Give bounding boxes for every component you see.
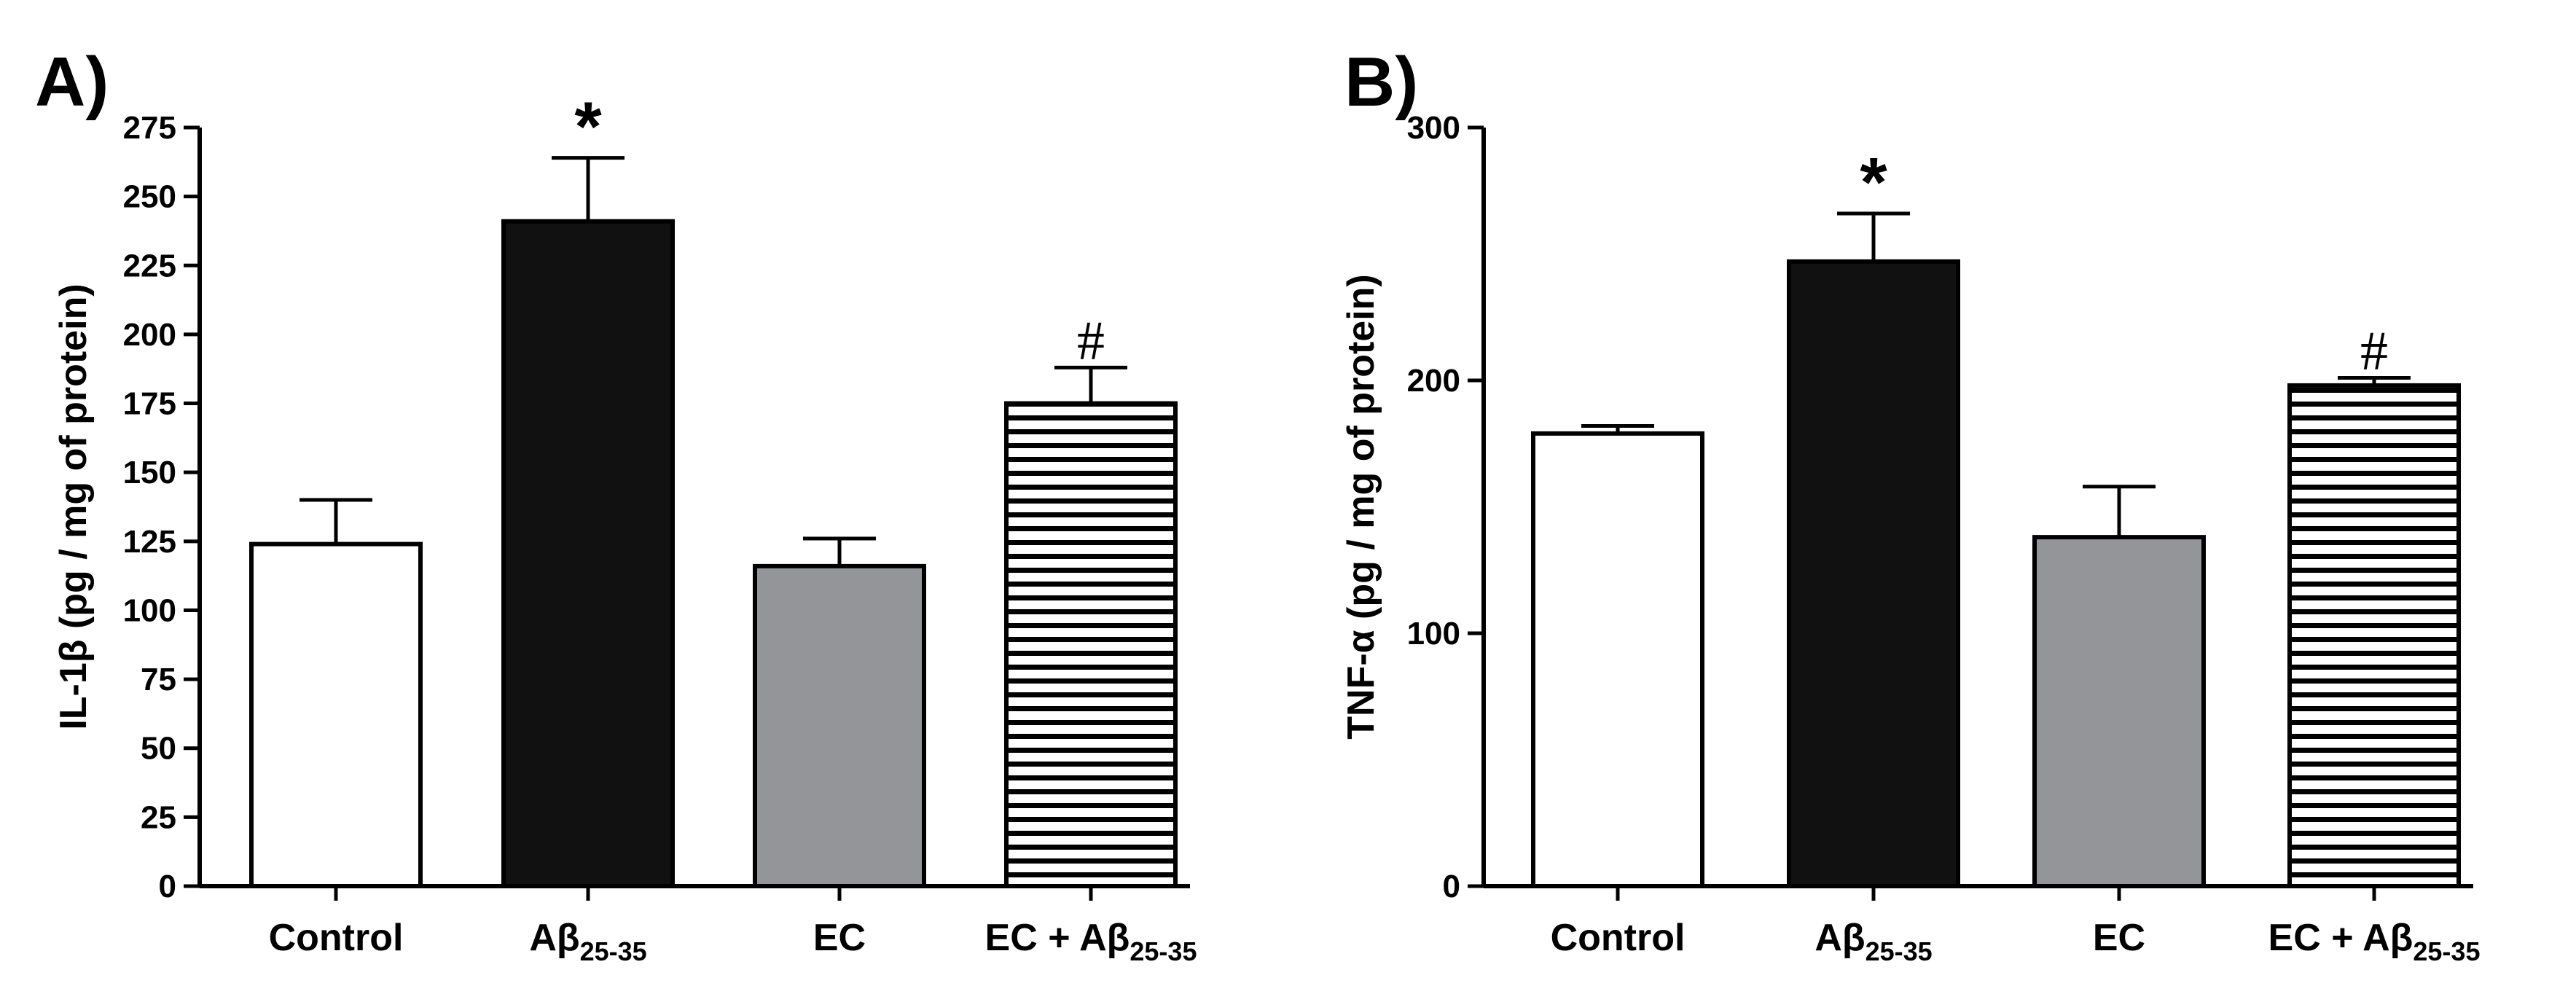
significance-hash: # (2360, 321, 2388, 382)
significance-star: * (1860, 144, 1887, 222)
error-bar-2 (552, 158, 625, 222)
significance-star: * (574, 88, 602, 166)
y-tick-label: 250 (123, 179, 176, 215)
category-label-3: EC (2093, 917, 2145, 959)
y-axis-label: TNF-α (pg / mg of protein) (1340, 274, 1382, 740)
significance-hash: # (1077, 310, 1105, 371)
y-tick-label: 0 (1443, 869, 1460, 904)
bar-4 (2290, 385, 2459, 886)
category-main: Aβ (1814, 917, 1865, 959)
category-main: EC + Aβ (985, 917, 1130, 959)
error-bar-3 (2083, 487, 2156, 537)
y-tick-label: 225 (123, 248, 176, 283)
panel-b-chart: B)TNF-α (pg / mg of protein)Control*Aβ25… (1340, 43, 2480, 966)
category-subscript: 25-35 (580, 936, 647, 966)
category-main: EC (813, 917, 866, 959)
category-main: Control (269, 917, 404, 959)
y-tick-label: 300 (1407, 110, 1460, 146)
error-bar-4 (1054, 367, 1127, 403)
category-main: EC (2093, 917, 2145, 959)
bar-2 (504, 222, 673, 886)
category-label-1: Control (269, 917, 404, 959)
category-label-3: EC (813, 917, 866, 959)
y-tick-label: 175 (123, 386, 176, 422)
y-tick-label: 0 (159, 869, 176, 904)
y-tick-label: 75 (141, 662, 176, 697)
category-subscript: 25-35 (1866, 936, 1933, 966)
y-tick-label: 150 (123, 455, 176, 490)
y-tick-label: 100 (1407, 616, 1460, 651)
panel-a-chart: A)IL-1β (pg / mg of protein)Control*Aβ25… (35, 43, 1197, 966)
category-subscript: 25-35 (1130, 936, 1197, 966)
category-label-4: EC + Aβ25-35 (985, 917, 1197, 966)
y-tick-label: 50 (141, 731, 176, 767)
category-label-4: EC + Aβ25-35 (2268, 917, 2481, 966)
error-bar-3 (803, 539, 876, 566)
panel-label: A) (35, 43, 109, 121)
error-bar-1 (300, 500, 372, 544)
bar-1 (251, 544, 420, 886)
category-main: Aβ (529, 917, 579, 959)
y-tick-label: 125 (123, 524, 176, 560)
bar-3 (2035, 537, 2204, 886)
category-label-2: Aβ25-35 (529, 917, 646, 966)
bar-1 (1533, 434, 1702, 886)
category-label-2: Aβ25-35 (1814, 917, 1932, 966)
y-tick-label: 200 (1407, 363, 1460, 399)
category-label-1: Control (1551, 917, 1686, 959)
y-axis-label: IL-1β (pg / mg of protein) (52, 283, 95, 729)
category-main: EC + Aβ (2268, 917, 2413, 959)
category-subscript: 25-35 (2413, 936, 2480, 966)
bar-2 (1789, 262, 1958, 886)
y-tick-label: 25 (141, 799, 176, 835)
y-tick-label: 200 (123, 317, 176, 353)
bar-3 (755, 566, 924, 886)
category-main: Control (1551, 917, 1686, 959)
y-tick-label: 100 (123, 592, 176, 628)
bar-4 (1006, 404, 1175, 886)
y-tick-label: 275 (123, 110, 176, 146)
panel-label: B) (1344, 43, 1418, 121)
